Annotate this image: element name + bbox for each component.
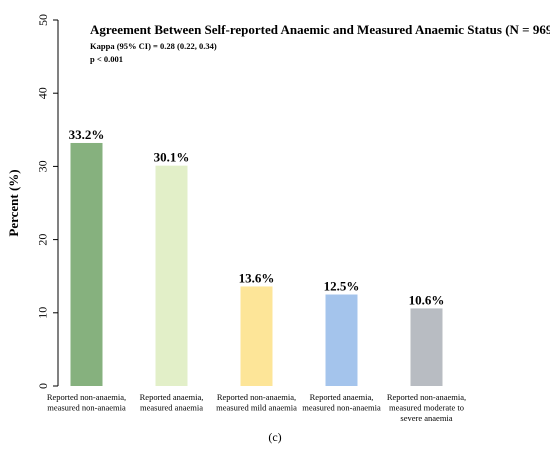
chart-title: Agreement Between Self-reported Anaemic …: [90, 22, 550, 37]
y-tick-label: 50: [36, 14, 50, 26]
x-tick-label: measured non-anaemia: [302, 403, 381, 413]
bar: [70, 142, 103, 386]
x-tick-label: measured moderate to: [389, 403, 464, 413]
y-tick-label: 10: [36, 307, 50, 319]
x-tick-label: Reported non-anaemia,: [217, 392, 296, 402]
x-tick-label: severe anaemia: [400, 413, 452, 423]
value-label: 12.5%: [324, 279, 360, 294]
value-label: 30.1%: [154, 150, 190, 165]
chart-subtitle: Kappa (95% CI) = 0.28 (0.22, 0.34): [90, 41, 217, 51]
x-tick-label: Reported non-anaemia,: [387, 392, 466, 402]
bar: [410, 308, 443, 386]
y-axis-label: Percent (%): [6, 169, 21, 236]
y-tick-label: 0: [36, 383, 50, 389]
bar: [240, 286, 273, 386]
value-label: 13.6%: [239, 270, 275, 285]
y-tick-label: 40: [36, 87, 50, 99]
chart-subtitle: p < 0.001: [90, 54, 123, 64]
x-tick-label: measured anaemia: [140, 403, 203, 413]
x-tick-label: Reported anaemia,: [310, 392, 374, 402]
x-tick-label: measured mild anaemia: [216, 403, 297, 413]
x-tick-label: Reported non-anaemia,: [47, 392, 126, 402]
caption: (c): [268, 430, 281, 444]
value-label: 33.2%: [69, 127, 105, 142]
x-tick-label: measured non-anaemia: [47, 403, 126, 413]
y-tick-label: 20: [36, 234, 50, 246]
value-label: 10.6%: [409, 292, 445, 307]
bar: [155, 165, 188, 386]
x-tick-label: Reported anaemia,: [140, 392, 204, 402]
bar: [325, 294, 358, 386]
y-tick-label: 30: [36, 160, 50, 172]
